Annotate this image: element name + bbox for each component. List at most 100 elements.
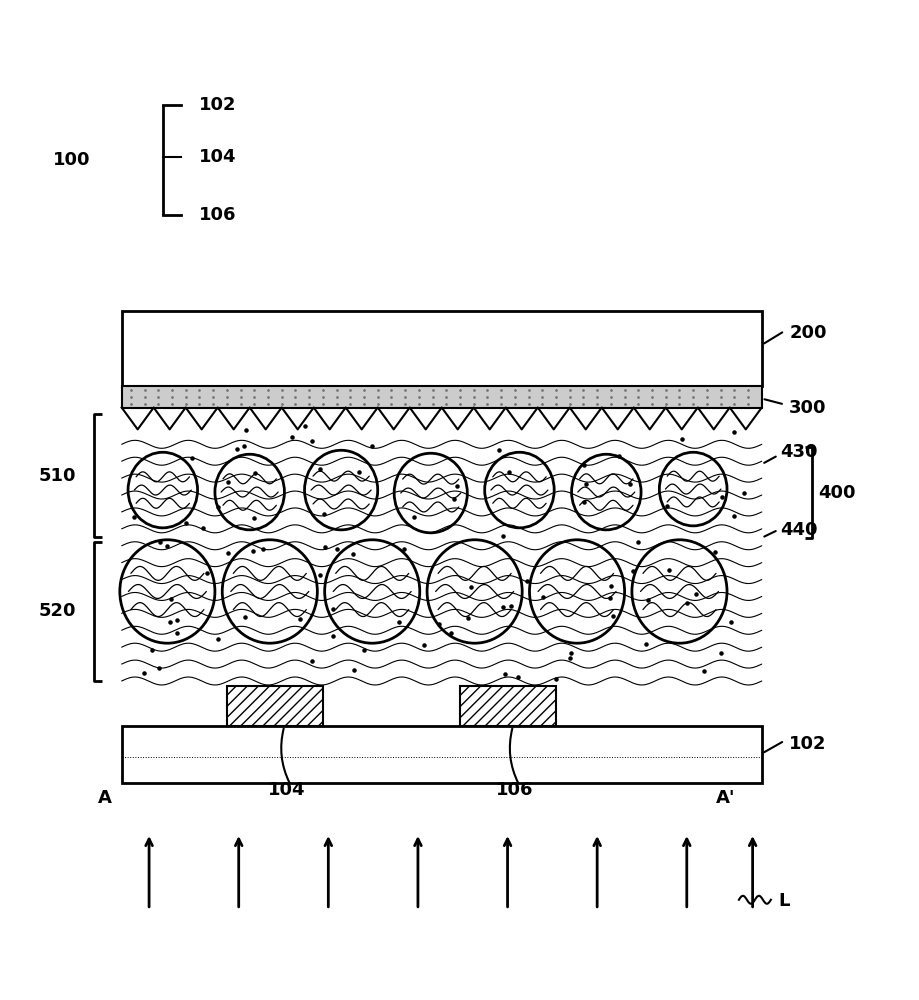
Point (535, 589, 550, 605)
Text: 104: 104 (199, 148, 236, 166)
Point (221, 474, 235, 490)
Point (510, 669, 525, 685)
Text: 300: 300 (789, 399, 826, 417)
Point (563, 645, 578, 661)
Point (152, 660, 166, 676)
Text: L: L (777, 892, 789, 910)
Point (221, 545, 235, 561)
Point (578, 476, 593, 492)
Point (245, 543, 260, 559)
Point (169, 625, 184, 641)
Point (626, 563, 641, 579)
Point (501, 464, 516, 480)
Point (247, 465, 262, 481)
Point (736, 485, 751, 501)
Point (163, 614, 177, 630)
Text: 440: 440 (779, 521, 817, 539)
Point (416, 637, 431, 653)
Point (662, 562, 676, 578)
Point (317, 539, 332, 555)
Point (406, 509, 421, 525)
Point (675, 431, 689, 447)
Point (312, 567, 327, 583)
Point (726, 424, 741, 440)
Text: 520: 520 (39, 602, 76, 620)
Point (602, 590, 617, 606)
Point (576, 457, 591, 473)
Point (316, 506, 331, 522)
Point (312, 461, 327, 477)
Point (298, 418, 312, 434)
Point (210, 499, 225, 515)
Point (460, 610, 475, 626)
Point (325, 628, 340, 644)
Point (611, 448, 626, 464)
Point (495, 528, 510, 544)
Point (144, 642, 159, 658)
Point (641, 592, 655, 608)
Point (660, 498, 675, 514)
Point (603, 578, 618, 594)
Bar (121, 386, 761, 408)
Point (304, 653, 319, 669)
Point (329, 541, 344, 557)
Text: 200: 200 (789, 324, 826, 342)
Point (431, 616, 446, 632)
Text: 510: 510 (39, 467, 76, 485)
Point (229, 441, 244, 457)
Point (170, 612, 185, 628)
Text: 104: 104 (267, 781, 305, 799)
Point (305, 433, 320, 449)
Point (723, 614, 738, 630)
Point (345, 546, 359, 562)
Point (449, 478, 464, 494)
Point (494, 599, 509, 615)
Point (630, 534, 644, 550)
Point (391, 614, 406, 630)
Point (621, 476, 636, 492)
Point (210, 631, 224, 647)
Point (237, 609, 252, 625)
Point (127, 509, 142, 525)
Point (576, 494, 591, 510)
Point (504, 598, 518, 614)
Text: 106: 106 (495, 781, 533, 799)
Point (713, 645, 728, 661)
Point (199, 565, 214, 581)
Point (696, 663, 710, 679)
Point (136, 665, 151, 681)
Text: 102: 102 (199, 96, 236, 114)
Point (356, 642, 370, 658)
Point (255, 541, 270, 557)
Point (365, 438, 380, 454)
Point (688, 586, 703, 602)
Point (714, 489, 729, 505)
Point (284, 429, 299, 445)
Point (562, 650, 577, 666)
Point (153, 534, 167, 550)
Point (726, 508, 741, 524)
Point (679, 595, 694, 611)
Point (184, 450, 199, 466)
Point (519, 573, 534, 589)
Point (236, 438, 251, 454)
Text: 430: 430 (779, 443, 817, 461)
Bar (121, 726, 761, 783)
Point (238, 422, 253, 438)
Text: 400: 400 (818, 484, 855, 502)
Text: 106: 106 (199, 206, 236, 224)
Bar (227, 686, 323, 726)
Point (605, 608, 619, 624)
Point (447, 491, 461, 507)
Point (159, 538, 174, 554)
Point (164, 591, 178, 607)
Point (325, 601, 340, 617)
Point (549, 671, 563, 687)
Point (397, 541, 412, 557)
Text: A': A' (715, 789, 734, 807)
Point (246, 510, 261, 526)
Point (492, 442, 506, 458)
Text: A: A (98, 789, 112, 807)
Text: 102: 102 (789, 735, 826, 753)
Point (496, 666, 511, 682)
